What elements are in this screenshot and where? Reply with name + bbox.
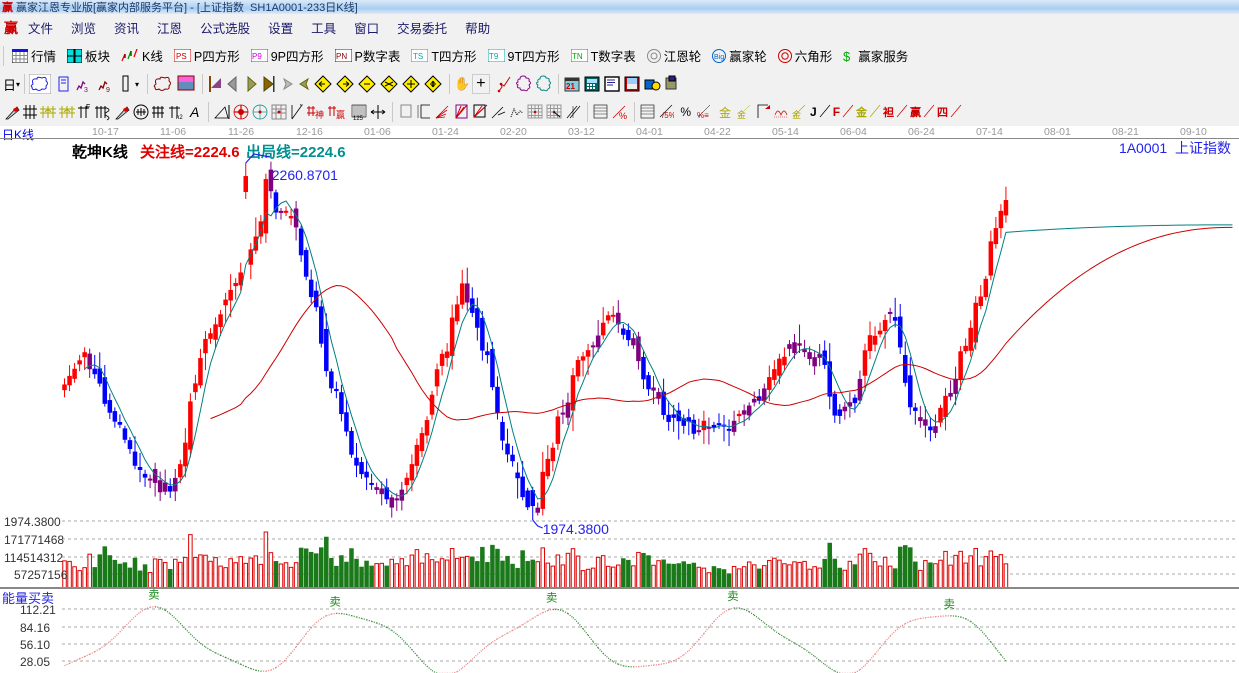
svg-text:%: %: [619, 111, 627, 121]
svg-text:金: 金: [792, 109, 801, 120]
svg-text:PN: PN: [336, 52, 347, 61]
svg-text:1974.3800: 1974.3800: [543, 521, 609, 537]
svg-text:PS: PS: [176, 52, 187, 61]
svg-text:T9: T9: [489, 52, 499, 61]
svg-text:赢: 赢: [336, 109, 345, 120]
svg-text:TS: TS: [413, 52, 423, 61]
svg-text:125: 125: [353, 116, 364, 121]
svg-text:21: 21: [566, 82, 575, 91]
svg-text:Big: Big: [714, 54, 724, 61]
svg-text:TN: TN: [572, 52, 583, 61]
svg-text:'': '': [300, 104, 303, 111]
svg-text:2260.8701: 2260.8701: [272, 167, 338, 183]
svg-text:神: 神: [315, 109, 324, 120]
svg-text:卖: 卖: [329, 595, 341, 608]
svg-text:P9: P9: [252, 52, 262, 61]
svg-text:$: $: [843, 49, 851, 63]
svg-text:%≡: %≡: [697, 111, 709, 120]
svg-text:金: 金: [719, 105, 731, 120]
svg-text:n2: n2: [176, 115, 183, 121]
svg-text:3: 3: [84, 87, 88, 94]
svg-text:卖: 卖: [546, 591, 558, 604]
svg-text:/5%: /5%: [662, 111, 674, 120]
svg-text:金: 金: [737, 109, 746, 120]
svg-text:卖: 卖: [727, 590, 739, 603]
svg-text:9: 9: [106, 87, 110, 94]
svg-text:卖: 卖: [148, 589, 160, 602]
svg-text:卖: 卖: [944, 598, 956, 611]
svg-text:F: F: [86, 104, 90, 111]
